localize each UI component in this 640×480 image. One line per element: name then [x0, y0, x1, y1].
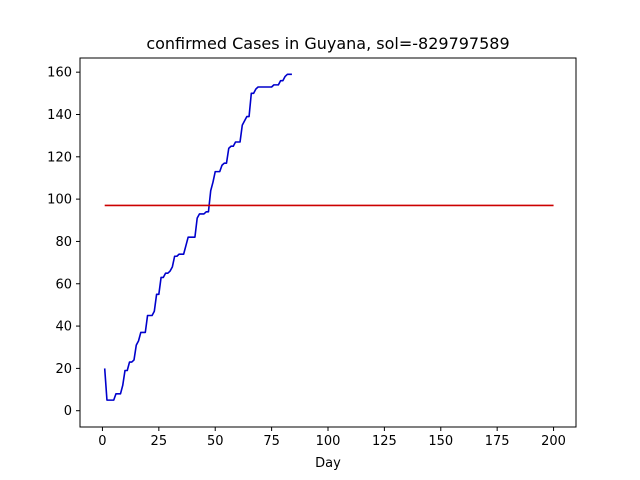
x-tick-label: 200 — [541, 434, 566, 449]
y-tick-label: 160 — [47, 66, 72, 81]
x-tick-label: 100 — [316, 434, 341, 449]
x-tick-label: 75 — [263, 434, 280, 449]
x-axis: 0 25 50 75 100 125 150 175 200 — [98, 427, 566, 449]
x-tick-label: 175 — [485, 434, 510, 449]
x-tick-label: 0 — [98, 434, 106, 449]
y-tick-label: 80 — [55, 235, 72, 250]
y-axis: 0 20 40 60 80 100 120 140 160 — [47, 66, 80, 419]
y-tick-label: 120 — [47, 150, 72, 165]
y-tick-label: 100 — [47, 193, 72, 208]
x-tick-label: 25 — [151, 434, 168, 449]
y-tick-label: 140 — [47, 108, 72, 123]
y-tick-label: 0 — [64, 404, 72, 419]
x-tick-label: 50 — [207, 434, 224, 449]
y-tick-label: 40 — [55, 320, 72, 335]
y-tick-label: 60 — [55, 277, 72, 292]
x-tick-label: 125 — [372, 434, 397, 449]
chart-title: confirmed Cases in Guyana, sol=-82979758… — [146, 34, 509, 53]
y-tick-label: 20 — [55, 362, 72, 377]
plot-area — [103, 73, 554, 401]
series-line-1 — [103, 73, 292, 401]
x-axis-label: Day — [315, 456, 341, 471]
x-tick-label: 150 — [428, 434, 453, 449]
